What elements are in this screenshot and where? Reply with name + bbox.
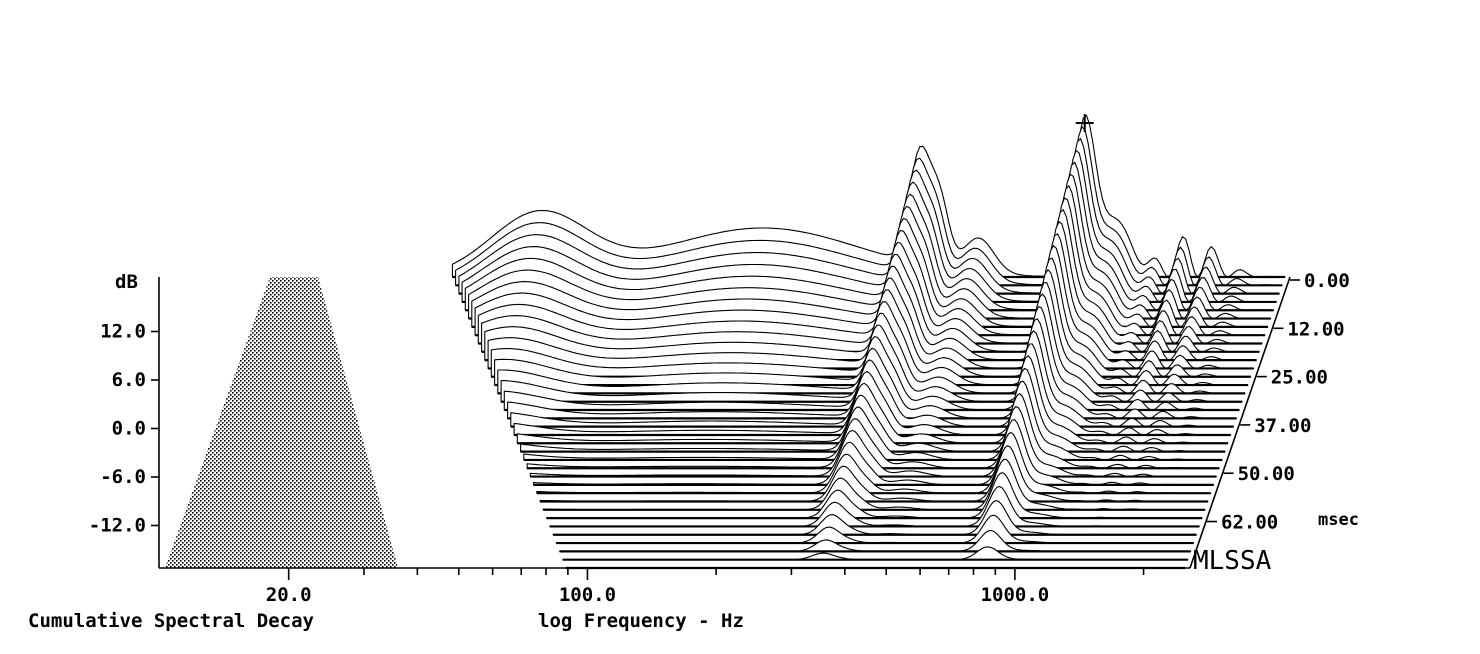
time-tick-label: 50.00 xyxy=(1238,463,1295,485)
y-ticks: 12.0 6.0 0.0 -6.0 -12.0 xyxy=(89,321,159,537)
time-axis-line xyxy=(1189,276,1291,569)
y-tick-label: -12.0 xyxy=(89,515,146,537)
decay-slice xyxy=(562,546,1189,561)
time-tick-label: 25.00 xyxy=(1271,367,1328,389)
peak-markers xyxy=(1075,114,1094,132)
y-tick-label: 0.0 xyxy=(112,418,146,440)
decay-slice xyxy=(555,514,1195,544)
x-tick-label: 20.0 xyxy=(266,584,312,606)
decay-slices xyxy=(451,114,1286,570)
x-axis-label: log Frequency - Hz xyxy=(538,610,744,632)
time-tick-label: 62.00 xyxy=(1221,512,1278,534)
x-tick-label: 1000.0 xyxy=(981,584,1050,606)
time-unit-label: msec xyxy=(1318,510,1359,530)
x-ticks: 20.0 100.0 1000.0 xyxy=(266,568,1145,606)
y-tick-label: 6.0 xyxy=(112,369,146,391)
brand-label: MLSSA xyxy=(1193,546,1272,576)
x-tick-label: 100.0 xyxy=(559,584,616,606)
floor-wedge xyxy=(165,277,398,568)
decay-slice xyxy=(529,406,1217,478)
time-tick-label: 12.00 xyxy=(1287,318,1344,340)
time-tick-label: 37.00 xyxy=(1254,415,1311,437)
time-ticks: 0.00 12.00 25.00 37.00 50.00 62.00 xyxy=(1207,270,1350,534)
y-tick-label: 12.0 xyxy=(100,321,146,343)
time-tick-label: 0.00 xyxy=(1304,270,1350,292)
y-axis-label: dB xyxy=(115,271,138,293)
chart-title: Cumulative Spectral Decay xyxy=(28,610,314,632)
y-tick-label: -6.0 xyxy=(100,466,146,488)
